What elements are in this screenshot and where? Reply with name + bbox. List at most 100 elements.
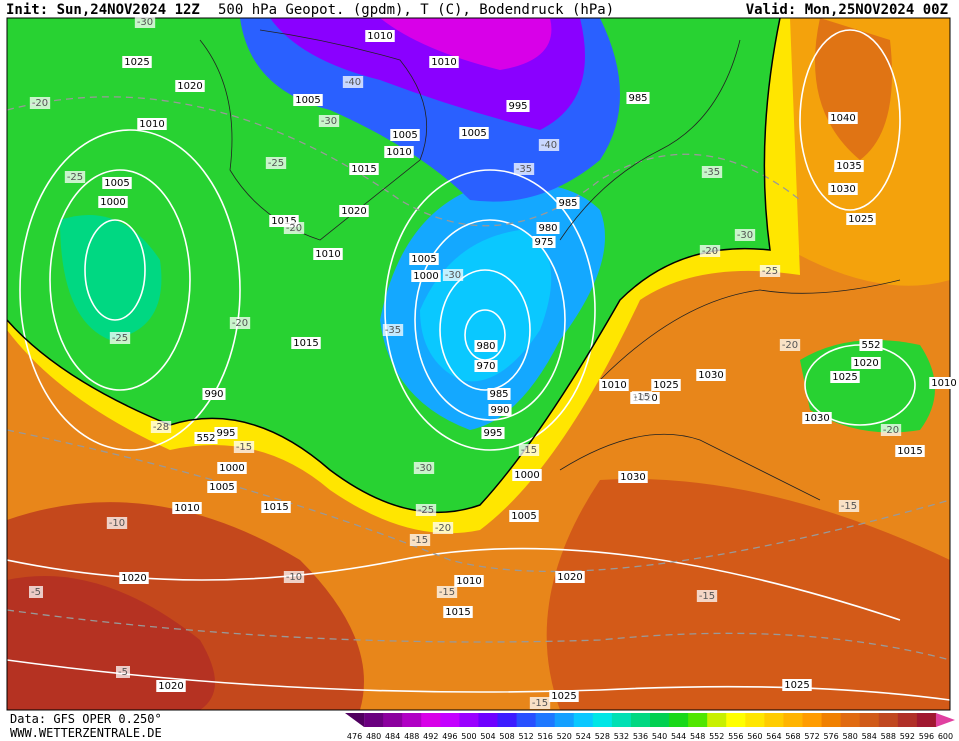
isobar-label-box [474,360,498,372]
temperature-label-text: -20 [232,318,248,329]
isobar-label: 1010 [172,502,202,514]
temperature-label: -20 [29,97,51,109]
isobar-label-text: 980 [476,341,495,352]
isobar-label: 975 [532,236,556,248]
temperature-label: -5 [116,666,130,678]
temperature-label-text: -40 [541,140,557,151]
colorbar-box [554,713,575,727]
temperature-label: -5 [29,586,43,598]
colorbar-label: 600 [938,732,953,741]
isobar-label-text: 1015 [351,164,376,175]
colorbar-box [573,713,594,727]
isobar-label: 1000 [217,462,247,474]
colorbar-box [497,713,518,727]
isobar-label: 1025 [651,379,681,391]
temperature-label-text: -30 [445,270,461,281]
colorbar-box [592,713,613,727]
colorbar-label: 532 [614,732,629,741]
isobar-label-text: 1010 [601,380,626,391]
colorbar-box [726,713,746,727]
temperature-label-text: -30 [321,116,337,127]
colorbar-label: 528 [595,732,610,741]
isobar-label: 990 [488,404,512,416]
colorbar-label: 572 [804,732,819,741]
map-labels: 1025 1020 1010 1005 1000 1010 1010 1005 1005 1010… [29,16,959,709]
isobar-label-box [291,337,321,349]
temperature-label-text: -20 [883,425,899,436]
colorbar-label: 596 [919,732,934,741]
temperature-label-text: -15 [699,591,715,602]
cold-low-inner [420,230,552,382]
isobar-label-box [175,80,205,92]
isobar-label: 1035 [834,160,864,172]
isobar-label-box [122,56,152,68]
colorbar-label: 480 [366,732,381,741]
colorbar-box [916,713,937,727]
temperature-label-box [759,265,781,277]
temperature-label-box [734,229,756,241]
temperature-label-box [413,462,435,474]
isobar-label-box [454,575,484,587]
isobar [84,219,146,321]
temperature-label: -15 [518,444,540,456]
isobar-label-text: 1000 [100,197,125,208]
temperature-label-text: -20 [32,98,48,109]
isobar-label-box [782,679,812,691]
colorbar-label: 476 [347,732,362,741]
isobar-label: 985 [556,197,580,209]
isobar-label-text: 1005 [411,254,436,265]
temperature-label-box [382,324,404,336]
colorbar-box [707,713,727,727]
temperature-label-box [409,534,431,546]
isobar-label: 970 [474,360,498,372]
temperature-label-text: -25 [762,266,778,277]
isobar-label-box [119,572,149,584]
temperature-label-text: -15 [439,587,455,598]
temperature-label-box [838,500,860,512]
isobar-label: 985 [626,92,650,104]
isobar-label-box [549,690,579,702]
temperature-label-text: -15 [532,698,548,709]
isobar-label-text: 552 [196,433,215,444]
isobar-label-box [481,427,505,439]
isobar-label: 552 [194,432,218,444]
isobar-label-box [172,502,202,514]
coastline [559,39,901,501]
colorbar-label: 540 [652,732,667,741]
isobar-label-text: 1020 [557,572,582,583]
colorbar-box [821,713,842,727]
temperature-label-box [880,424,902,436]
isobar-label: 1025 [830,371,860,383]
ridge-core [815,18,892,160]
colorbar-box [516,713,537,727]
isobar-label: 1010 [454,575,484,587]
temperature-label-box [529,697,551,709]
isobar-label-text: 1005 [392,130,417,141]
temperature-label-box [513,163,535,175]
isobar-label-box [365,30,395,42]
isobar-label-text: 1015 [897,446,922,457]
isobar-label-box [618,471,648,483]
isobar-label-text: 1015 [271,216,296,227]
colorbar-box [878,713,899,727]
temperature-label-box [779,339,801,351]
temperature-label: -20 [880,424,902,436]
isobar-label-box [532,236,556,248]
isobar-label-text: 1010 [174,503,199,514]
isobar-label-box [384,146,414,158]
colorbar-label: 556 [728,732,743,741]
isobar-label-box [459,127,489,139]
colorbar-label: 508 [499,732,514,741]
isobar-label: 1000 [411,270,441,282]
isobar [19,129,241,451]
isobar-label-text: 985 [489,389,508,400]
temperature-label-box [233,441,255,453]
isobar-label: 1020 [555,571,585,583]
isobar-label: 1020 [851,357,881,369]
temperature-label: -15 [838,500,860,512]
isobar-label: 1015 [895,445,925,457]
colorbar-box [840,713,861,727]
colorbar-box [364,713,384,727]
temperature-label: -25 [265,157,287,169]
isobar-label-text: 1020 [177,81,202,92]
